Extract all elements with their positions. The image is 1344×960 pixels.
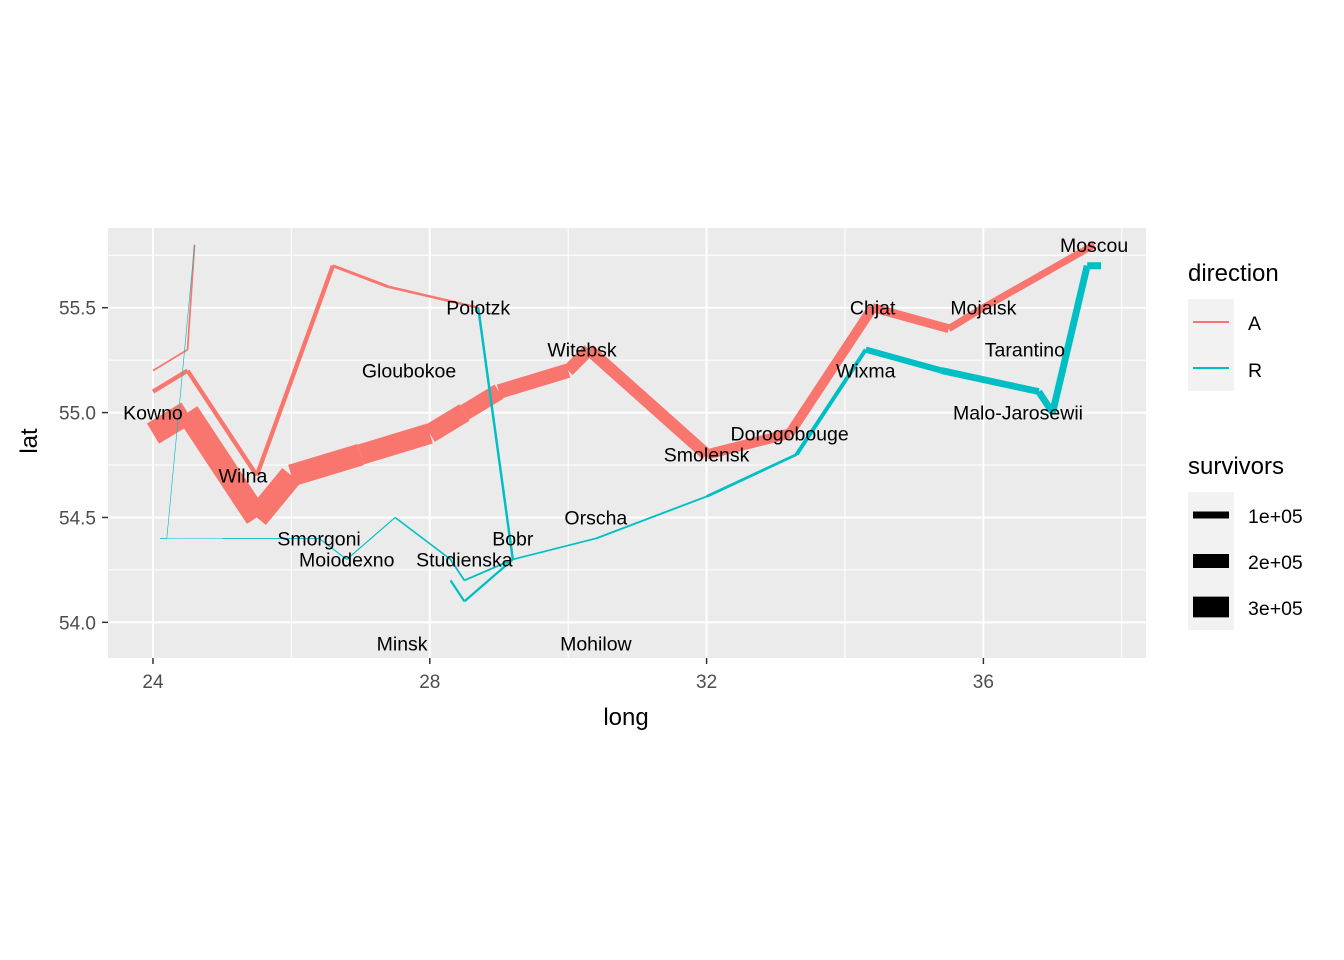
plot-panel	[108, 228, 1146, 658]
minor-gridlines	[108, 228, 1146, 658]
path-segment-a	[146, 402, 194, 444]
legend-label-3e05: 3e+05	[1248, 598, 1303, 620]
legend-survivors-title: survivors	[1188, 453, 1284, 480]
city-label: Studienska	[416, 549, 513, 571]
city-label: Bobr	[492, 528, 534, 550]
legend-direction-title: direction	[1188, 260, 1279, 287]
path-segment-r	[346, 517, 396, 560]
path-segment-a	[152, 348, 189, 372]
path-segment-a	[357, 423, 433, 465]
path-segment-r	[705, 453, 798, 498]
x-tick-label: 24	[142, 672, 164, 693]
path-segment-a	[186, 244, 196, 350]
path-segment-a	[785, 305, 877, 437]
legend-direction: direction A R	[1188, 260, 1279, 391]
city-label: Dorogobouge	[731, 424, 849, 446]
y-tick-label: 54.0	[59, 613, 96, 634]
legend-label-1e05: 1e+05	[1248, 506, 1303, 528]
path-segment-a	[288, 443, 364, 487]
city-label: Smorgoni	[277, 528, 360, 550]
city-label: Smolensk	[664, 445, 750, 467]
city-label: Mohilow	[560, 633, 632, 655]
city-label: Wixma	[836, 361, 896, 383]
path-segment-a	[563, 345, 594, 376]
legend-survivors: survivors 1e+05 2e+05 3e+05	[1188, 453, 1303, 630]
city-label: Chjat	[850, 298, 896, 320]
x-axis: 24 28 32 36	[142, 658, 994, 693]
path-segment-r	[449, 579, 466, 602]
path-segment-r	[476, 307, 515, 560]
x-tick-label: 28	[419, 672, 440, 693]
path-segment-a	[584, 345, 711, 460]
path-segment-a	[387, 285, 479, 309]
city-label: Tarantino	[985, 340, 1065, 362]
path-segment-r	[1049, 264, 1091, 414]
city-label: Mojaisk	[950, 298, 1016, 320]
legend-label-r: R	[1248, 360, 1262, 382]
path-segment-a	[981, 241, 1096, 311]
path-segment-r	[318, 538, 348, 560]
path-segment-r	[864, 346, 943, 374]
city-label: Moscou	[1060, 235, 1128, 257]
legend-label-2e05: 2e+05	[1248, 552, 1303, 574]
path-segment-a	[496, 363, 571, 399]
legend-size-keys	[1193, 511, 1229, 618]
army-paths	[146, 241, 1102, 603]
x-tick-label: 32	[696, 672, 717, 693]
y-axis-title: lat	[16, 428, 43, 454]
path-segment-a	[247, 468, 301, 525]
path-segment-a	[254, 265, 335, 477]
path-segment-a	[871, 303, 950, 333]
path-segment-r	[512, 537, 597, 561]
path-segment-r	[464, 558, 514, 582]
path-segment-r	[166, 244, 195, 539]
path-segment-a	[177, 406, 267, 524]
path-segment-r	[449, 558, 466, 581]
y-tick-label: 54.5	[59, 508, 96, 529]
path-segment-a	[946, 304, 986, 332]
path-segment-a	[151, 368, 189, 394]
city-label: Wilna	[219, 466, 268, 488]
path-segment-r	[794, 348, 868, 456]
y-tick-label: 55.0	[59, 404, 96, 425]
path-segment-a	[332, 264, 389, 289]
x-tick-label: 36	[973, 672, 994, 693]
path-segment-r	[394, 516, 452, 561]
city-label: Moiodexno	[299, 549, 395, 571]
city-label: Malo-Jarosewii	[953, 403, 1083, 425]
city-label: Orscha	[564, 507, 627, 529]
legend-label-a: A	[1248, 313, 1261, 335]
path-segment-a	[460, 384, 504, 420]
path-segment-a	[185, 369, 259, 477]
city-label: Minsk	[377, 633, 428, 655]
city-label: Polotzk	[446, 298, 510, 320]
city-label: Witebsk	[547, 340, 617, 362]
path-segment-r	[1035, 389, 1056, 415]
path-segment-r	[595, 495, 707, 540]
x-axis-title: long	[603, 704, 648, 731]
y-axis: 54.0 54.5 55.0 55.5	[59, 299, 108, 634]
city-label: Kowno	[123, 403, 183, 425]
path-segment-a	[705, 428, 791, 460]
path-segment-r	[463, 558, 514, 603]
path-segment-a	[424, 404, 470, 442]
y-tick-label: 55.5	[59, 299, 96, 320]
city-label: Gloubokoe	[362, 361, 456, 383]
path-segment-r	[941, 367, 1040, 395]
